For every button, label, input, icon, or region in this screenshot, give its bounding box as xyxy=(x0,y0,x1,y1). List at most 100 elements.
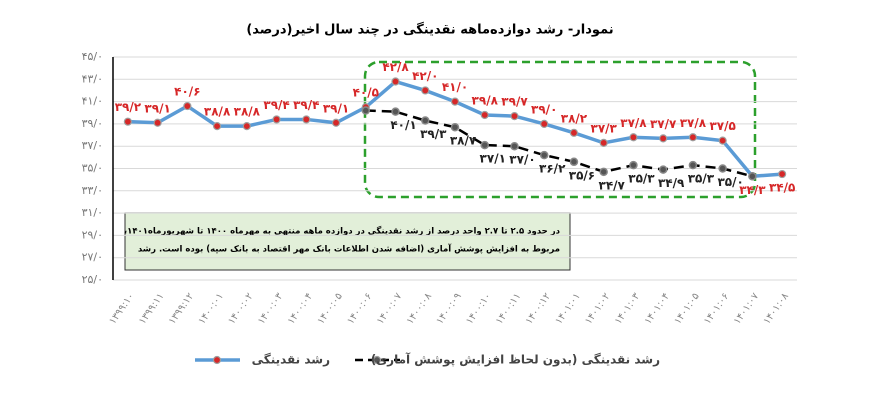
x-tick-label: ۱۴۰۰:۱۲ xyxy=(524,291,553,326)
data-label: ۳۷/۰ xyxy=(509,153,535,167)
data-label: ۴۰/۱ xyxy=(390,118,416,132)
marker xyxy=(272,115,281,124)
marker xyxy=(391,107,400,116)
data-label: ۳۴/۵ xyxy=(769,181,795,195)
data-label: ۳۵/۶ xyxy=(569,168,595,182)
data-label: ۳۸/۸ xyxy=(234,105,261,119)
y-tick-label: ۳۷/۰ xyxy=(82,139,103,152)
marker xyxy=(748,172,757,181)
data-label: ۳۴/۳ xyxy=(739,183,766,197)
legend-marker xyxy=(212,355,222,365)
y-tick-label: ۲۵/۰ xyxy=(82,273,103,286)
x-tick-label: ۱۴۰۰:۰۴ xyxy=(286,291,315,326)
marker xyxy=(540,119,549,129)
x-tick-label: ۱۴۰۱:۰۸ xyxy=(762,291,792,327)
data-label: ۳۷/۵ xyxy=(709,119,735,133)
x-tick-label: ۱۴۰۰:۰۸ xyxy=(405,291,435,327)
marker xyxy=(569,128,579,137)
x-tick-label: ۱۴۰۰:۰۲ xyxy=(226,291,255,326)
marker xyxy=(123,117,132,126)
legend-label: رشد نقدینگی xyxy=(252,353,331,367)
data-label: ۳۸/۲ xyxy=(561,111,588,125)
marker xyxy=(539,150,549,160)
marker xyxy=(510,141,519,151)
data-label: ۳۹/۴ xyxy=(293,98,319,112)
marker xyxy=(629,160,638,170)
marker xyxy=(421,86,430,95)
data-label: ۳۹/۱ xyxy=(323,101,349,115)
chart-title: نمودار- رشد دوازده‌ماهه نقدینگی در چند س… xyxy=(246,22,613,38)
x-tick-label: ۱۴۰۰:۰۷ xyxy=(375,291,405,327)
marker xyxy=(510,111,519,121)
y-tick-label: ۴۵/۰ xyxy=(82,50,103,63)
marker xyxy=(569,157,579,167)
x-tick-label: ۱۴۰۰:۱۰ xyxy=(464,291,493,326)
marker xyxy=(450,97,460,106)
y-tick-label: ۲۷/۰ xyxy=(82,251,103,264)
legend-label: رشد نقدینگی (بدون لحاظ افزایش پوشش آماری… xyxy=(371,352,660,368)
x-tick-label: ۱۴۰۱:۰۴ xyxy=(643,291,672,326)
x-tick-label: ۱۴۰۰:۰۳ xyxy=(256,291,286,327)
x-tick-label: ۱۴۰۰:۰۹ xyxy=(434,291,463,326)
marker xyxy=(450,122,460,132)
marker xyxy=(718,164,727,173)
highlight-box xyxy=(363,60,757,199)
x-tick-label: ۱۴۰۰:۰۵ xyxy=(316,291,345,326)
data-label: ۳۵/۳ xyxy=(688,172,715,186)
marker xyxy=(629,133,638,142)
data-label: ۳۹/۲ xyxy=(115,100,142,114)
marker xyxy=(183,101,192,111)
y-tick-label: ۴۱/۰ xyxy=(82,95,103,108)
marker xyxy=(688,160,698,170)
data-label: ۳۴/۹ xyxy=(658,176,685,190)
marker xyxy=(599,167,608,177)
data-label: ۳۹/۸ xyxy=(472,93,499,107)
data-label: ۳۷/۷ xyxy=(650,117,677,131)
data-label: ۳۹/۱ xyxy=(144,101,170,115)
series-line xyxy=(365,109,753,178)
note-box xyxy=(124,212,571,271)
data-label: ۳۴/۷ xyxy=(599,178,626,192)
data-label: ۳۶/۲ xyxy=(539,162,566,176)
y-tick-label: ۴۳/۰ xyxy=(82,72,103,85)
data-label: ۴۰/۵ xyxy=(353,86,379,100)
marker xyxy=(421,116,430,125)
data-label: ۳۷/۸ xyxy=(680,116,707,130)
marker xyxy=(331,118,341,127)
marker xyxy=(778,169,787,179)
data-label: ۳۸/۸ xyxy=(204,105,231,119)
data-label: ۳۸/۷ xyxy=(450,134,477,148)
marker xyxy=(480,140,489,150)
x-tick-label: ۱۴۰۰:۱۱ xyxy=(494,291,523,326)
data-label: ۳۷/۱ xyxy=(480,152,506,166)
data-label: ۴۲/۰ xyxy=(412,69,438,83)
x-tick-label: ۱۴۰۱:۰۵ xyxy=(672,291,701,326)
marker xyxy=(153,118,162,127)
y-tick-label: ۳۱/۰ xyxy=(82,206,103,219)
marker xyxy=(361,106,371,115)
x-tick-label: ۱۳۹۹:۱۰ xyxy=(107,291,136,326)
legend-marker xyxy=(372,355,382,365)
note-text: مربوط به افزایش پوشش آماری (اضافه شدن اط… xyxy=(138,243,560,255)
x-tick-label: ۱۴۰۱:۰۷ xyxy=(732,291,762,327)
x-tick-label: ۱۴۰۰:۰۶ xyxy=(345,291,374,326)
data-label: ۳۹/۳ xyxy=(420,127,447,141)
data-label: ۴۲/۸ xyxy=(382,60,409,74)
x-tick-label: ۱۴۰۱:۰۳ xyxy=(613,291,643,327)
x-tick-label: ۱۴۰۱:۰۶ xyxy=(702,291,731,326)
marker xyxy=(212,122,222,131)
data-label: ۴۰/۶ xyxy=(174,85,200,99)
x-tick-label: ۱۳۹۹:۱۲ xyxy=(167,291,196,326)
marker xyxy=(659,134,668,143)
x-tick-label: ۱۳۹۹:۱۱ xyxy=(137,291,166,326)
marker xyxy=(658,165,668,174)
data-label: ۳۷/۳ xyxy=(591,121,618,135)
marker xyxy=(242,122,251,131)
x-tick-label: ۱۴۰۱:۰۱ xyxy=(553,291,582,326)
y-tick-label: ۲۹/۰ xyxy=(82,228,103,241)
data-label: ۳۹/۰ xyxy=(531,102,557,116)
y-tick-label: ۳۵/۰ xyxy=(82,162,103,175)
data-label: ۳۹/۷ xyxy=(501,95,528,109)
marker xyxy=(688,133,698,142)
